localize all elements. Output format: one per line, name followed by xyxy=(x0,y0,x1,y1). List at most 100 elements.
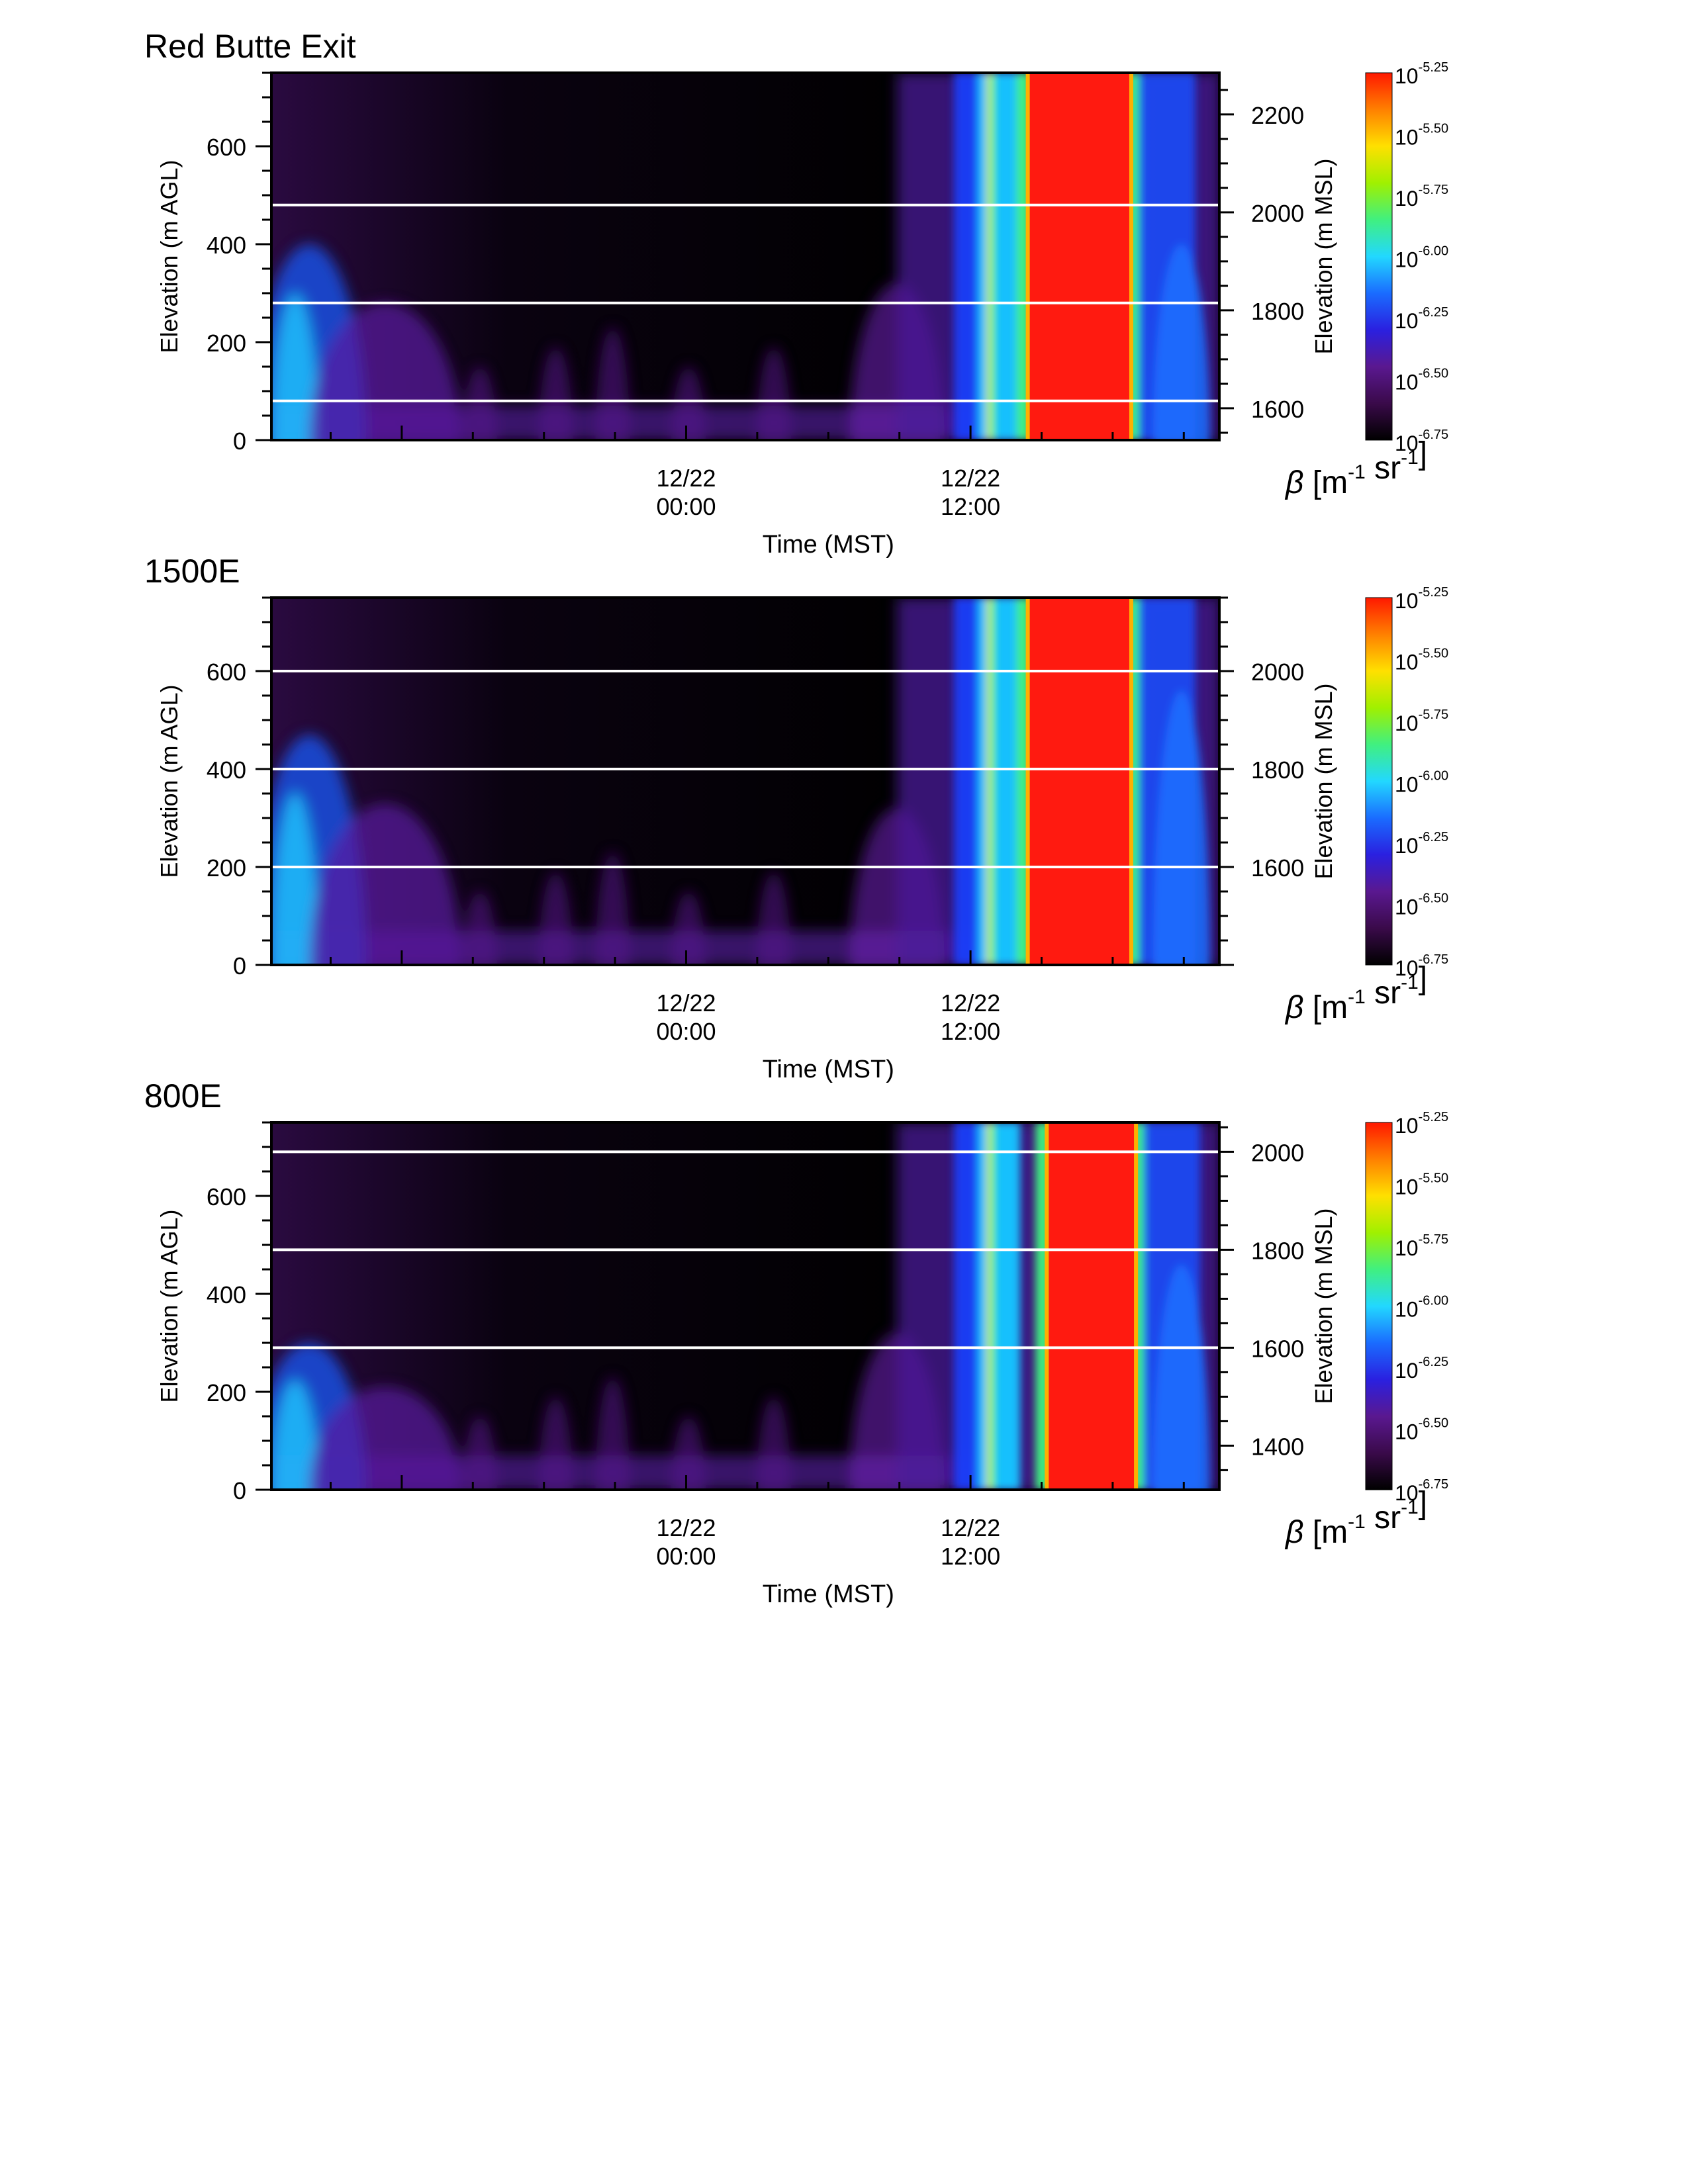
late-plume xyxy=(1152,1264,1210,1490)
column-green-left xyxy=(990,1122,995,1490)
saturated-edge-right xyxy=(1129,598,1133,965)
y-axis-label: Elevation (m AGL) xyxy=(156,684,183,878)
y-tick-label: 400 xyxy=(207,232,246,259)
late-plume xyxy=(1152,244,1210,440)
late-plume xyxy=(1152,690,1210,965)
plot-frame xyxy=(270,71,1221,441)
night-haze-column xyxy=(595,1377,630,1490)
colorbar-label: β [m-1 sr-1] xyxy=(1284,436,1427,500)
night-haze-column xyxy=(671,1416,706,1490)
early-plume-core xyxy=(271,792,319,965)
x-tick-date: 12/22 xyxy=(941,465,1000,492)
colorbar-tick-label: 10-6.00 xyxy=(1395,1294,1448,1322)
y-tick-label: 200 xyxy=(207,330,246,357)
night-haze-column xyxy=(463,891,498,965)
colorbar-tick-label: 10-5.75 xyxy=(1395,707,1448,735)
colorbar-tick-label: 10-6.25 xyxy=(1395,1355,1448,1383)
column-cyan-left xyxy=(977,598,1021,965)
colorbar: 10-5.25 10-5.50 10-5.75 10-6.00 10-6.25 10-6.… xyxy=(1284,585,1448,1025)
panel-title: 800E xyxy=(144,1077,222,1115)
x-tick-date: 12/22 xyxy=(941,1514,1000,1541)
y2-tick-label: 1800 xyxy=(1251,298,1304,325)
y-axis-label: Elevation (m AGL) xyxy=(156,159,183,353)
x-tick-time: 00:00 xyxy=(656,1543,716,1570)
colorbar-gradient xyxy=(1365,72,1393,441)
colorbar-tick-label: 10-6.50 xyxy=(1395,891,1448,919)
colorbar-tick-label: 10-5.25 xyxy=(1395,1110,1448,1138)
y-tick-label: 600 xyxy=(207,659,246,686)
colorbar-tick-label: 10-6.50 xyxy=(1395,1416,1448,1444)
y-tick-label: 400 xyxy=(207,756,246,784)
y-tick-label: 200 xyxy=(207,854,246,882)
colorbar-tick-label: 10-5.25 xyxy=(1395,60,1448,88)
saturated-edge-left xyxy=(1045,1122,1049,1490)
heatmap-area xyxy=(271,1122,1219,1490)
x-axis-label: Time (MST) xyxy=(763,531,894,559)
colorbar-tick-label: 10-6.75 xyxy=(1395,1477,1448,1505)
y2-tick-label: 2000 xyxy=(1251,659,1304,686)
panel-1: Red Butte Exit 0 200 400 600 1600 1800 2000 2200… xyxy=(144,28,1448,559)
y2-tick-label: 1600 xyxy=(1251,1335,1304,1362)
backscatter-columns xyxy=(954,598,1210,965)
y-tick-label: 0 xyxy=(233,952,246,979)
colorbar-tick-label: 10-5.75 xyxy=(1395,183,1448,210)
colorbar-tick-label: 10-6.00 xyxy=(1395,769,1448,797)
column-cyan-left xyxy=(977,73,1021,440)
x-axis-label: Time (MST) xyxy=(763,1580,894,1608)
y2-tick-label: 1400 xyxy=(1251,1433,1304,1460)
early-plume-haze xyxy=(309,1387,461,1490)
colorbar-tick-label: 10-5.50 xyxy=(1395,1171,1448,1199)
y2-tick-label: 2000 xyxy=(1251,1139,1304,1166)
y-tick-label: 600 xyxy=(207,134,246,161)
x-axis-label: Time (MST) xyxy=(763,1056,894,1083)
y2-axis-label: Elevation (m MSL) xyxy=(1310,1208,1337,1404)
colorbar-gradient xyxy=(1365,597,1393,966)
saturated-block xyxy=(1049,1122,1135,1490)
y2-axis-label: Elevation (m MSL) xyxy=(1310,683,1337,879)
y2-tick-label: 1800 xyxy=(1251,1237,1304,1264)
x-tick-date: 12/22 xyxy=(656,465,716,492)
night-haze-column xyxy=(538,1396,573,1490)
backscatter-columns xyxy=(954,1122,1210,1490)
night-haze-column xyxy=(595,327,630,440)
x-tick-time: 00:00 xyxy=(656,493,716,520)
colorbar-label: β [m-1 sr-1] xyxy=(1284,1486,1427,1550)
night-haze-column xyxy=(756,1396,791,1490)
early-plume-core xyxy=(271,293,319,440)
colorbar: 10-5.25 10-5.50 10-5.75 10-6.00 10-6.25 10-6.… xyxy=(1284,1110,1448,1550)
night-haze-column xyxy=(756,872,791,965)
y-axis-label: Elevation (m AGL) xyxy=(156,1209,183,1402)
x-tick-time: 12:00 xyxy=(941,493,1000,520)
night-haze-column xyxy=(538,347,573,440)
colorbar: 10-5.25 10-5.50 10-5.75 10-6.00 10-6.25 10-6.… xyxy=(1284,60,1448,500)
x-tick-time: 00:00 xyxy=(656,1018,716,1045)
y2-tick-label: 1600 xyxy=(1251,396,1304,423)
backscatter-columns xyxy=(954,73,1210,440)
panel-2: 1500E020040060016001800200012/2200:0012/… xyxy=(144,553,1448,1083)
saturated-block xyxy=(1029,598,1129,965)
night-haze-column xyxy=(463,1416,498,1490)
colorbar-tick-label: 10-6.25 xyxy=(1395,305,1448,333)
colorbar-tick-label: 10-5.25 xyxy=(1395,585,1448,613)
y-tick-label: 0 xyxy=(233,428,246,455)
night-haze-column xyxy=(756,347,791,440)
y2-axis-label: Elevation (m MSL) xyxy=(1310,158,1337,354)
y2-tick-label: 1600 xyxy=(1251,854,1304,882)
y-tick-label: 400 xyxy=(207,1281,246,1308)
x-tick-time: 12:00 xyxy=(941,1543,1000,1570)
colorbar-label: β [m-1 sr-1] xyxy=(1284,961,1427,1025)
night-haze-column xyxy=(671,367,706,440)
heatmap-area xyxy=(271,73,1219,440)
heatmap-area xyxy=(271,598,1219,965)
colorbar-tick-label: 10-5.50 xyxy=(1395,122,1448,150)
panel-title: 1500E xyxy=(144,553,240,590)
column-cyan-left xyxy=(977,1122,1021,1490)
x-tick-date: 12/22 xyxy=(941,989,1000,1017)
colorbar-tick-label: 10-6.75 xyxy=(1395,428,1448,455)
plot-frame xyxy=(270,1121,1221,1491)
column-green-left xyxy=(990,598,995,965)
y2-tick-label: 1800 xyxy=(1251,756,1304,784)
column-green-left xyxy=(990,73,995,440)
saturated-edge-right xyxy=(1129,73,1133,440)
